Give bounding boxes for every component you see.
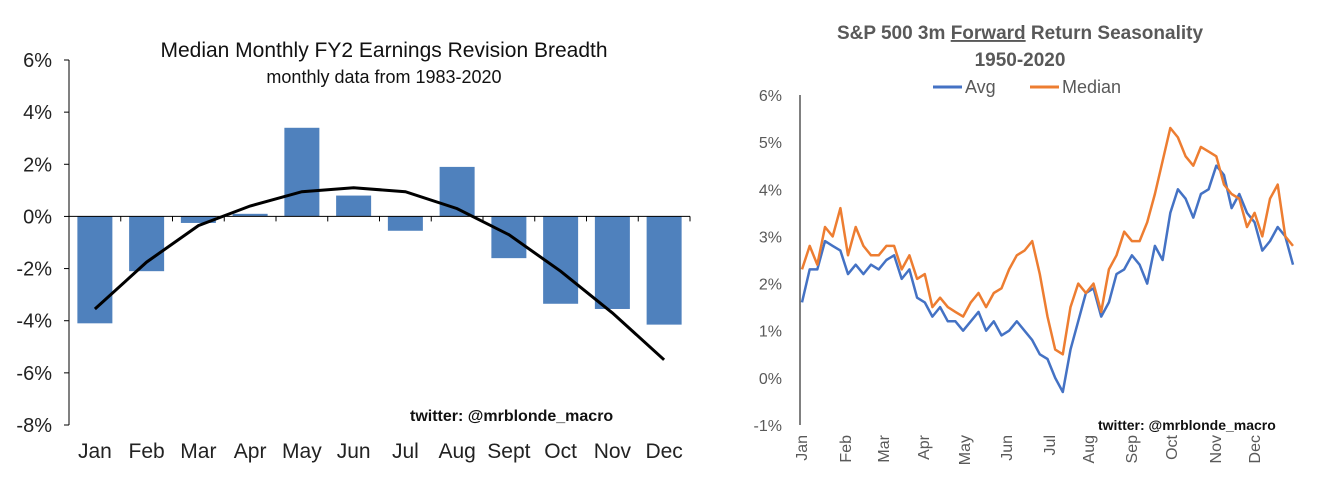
right-credit: twitter: @mrblonde_macro: [1098, 417, 1276, 433]
left-chart: Median Monthly FY2 Earnings Revision Bre…: [16, 39, 691, 463]
left-bar-dec: [646, 216, 682, 325]
right-y-tick-label: 6%: [759, 88, 782, 105]
left-chart-subtitle: monthly data from 1983-2020: [266, 67, 501, 87]
left-x-tick-label: Oct: [544, 440, 577, 463]
left-bar-jul: [387, 216, 423, 231]
right-x-tick-label: Jun: [999, 435, 1016, 461]
left-x-tick-label: Sept: [487, 440, 530, 463]
right-x-tick-label: Mar: [876, 434, 893, 462]
left-x-tick-label: Jul: [392, 440, 419, 463]
left-bar-apr: [232, 213, 268, 217]
left-x-tick-label: Jan: [78, 440, 112, 463]
left-trendline: [93, 186, 666, 361]
right-x-tick-label: Feb: [838, 435, 855, 463]
left-x-tick-label: Nov: [594, 440, 632, 463]
left-x-axis-ticks: Jan Feb Mar Apr May Jun Jul Aug Sept Oct Nov Dec: [78, 440, 683, 463]
right-x-tick-label: Dec: [1247, 435, 1264, 463]
right-x-tick-label: Aug: [1081, 435, 1098, 463]
left-bar-nov: [594, 216, 630, 309]
left-y-tick-label: -4%: [16, 311, 52, 333]
left-credit: twitter: @mrblonde_macro: [410, 408, 613, 425]
left-bar-jan: [77, 216, 113, 324]
left-bar-jun: [336, 195, 372, 217]
left-x-tick-label: Aug: [438, 440, 475, 463]
right-x-tick-label: Apr: [916, 434, 933, 460]
left-y-tick-label: 0%: [23, 206, 52, 228]
right-y-axis-ticks: -1% 0% 1% 2% 3% 4% 5% 6%: [754, 88, 782, 435]
left-bar-series: [68, 127, 691, 325]
right-title-part-2: Forward: [951, 23, 1026, 44]
right-y-tick-label: -1%: [754, 418, 782, 435]
left-bar-may: [284, 127, 320, 217]
right-line-series: [800, 126, 1295, 394]
right-x-tick-label: Sep: [1124, 435, 1141, 464]
right-y-tick-label: 4%: [759, 182, 782, 199]
left-bar-mar: [180, 216, 216, 223]
right-x-tick-label: Jul: [1042, 435, 1059, 455]
right-chart: S&P 500 3m Forward Return Seasonality 19…: [754, 23, 1295, 465]
right-y-tick-label: 0%: [759, 371, 782, 388]
right-x-axis-ticks: Jan Feb Mar Apr May Jun Jul Aug Sep Oct Nov Dec: [794, 434, 1264, 465]
right-chart-title-line2: 1950-2020: [975, 50, 1066, 71]
left-bar-sept: [491, 216, 527, 259]
right-x-tick-label: Nov: [1208, 435, 1225, 463]
legend-label-avg: Avg: [965, 77, 996, 97]
left-chart-title: Median Monthly FY2 Earnings Revision Bre…: [160, 39, 607, 62]
right-y-tick-label: 1%: [759, 324, 782, 341]
left-x-tick-label: Dec: [645, 440, 682, 463]
right-chart-title: S&P 500 3m Forward Return Seasonality: [837, 23, 1204, 44]
left-x-tick-label: May: [282, 440, 322, 463]
right-x-tick-label: Jan: [794, 435, 811, 461]
left-x-tick-label: Apr: [234, 440, 267, 463]
left-x-tick-label: Feb: [129, 440, 165, 463]
left-y-tick-label: -8%: [16, 415, 52, 437]
left-y-tick-label: 4%: [23, 102, 52, 124]
left-y-axis-ticks: -8% -6% -4% -2% 0% 2% 4% 6%: [16, 50, 69, 437]
left-y-tick-label: -2%: [16, 259, 52, 281]
right-x-tick-label: Oct: [1164, 434, 1181, 459]
right-legend: Avg Median: [933, 77, 1121, 97]
legend-label-median: Median: [1062, 77, 1121, 97]
left-bar-oct: [543, 216, 579, 304]
left-x-tick-label: Mar: [180, 440, 216, 463]
right-y-tick-label: 5%: [759, 135, 782, 152]
right-title-part-3: Return Seasonality: [1026, 23, 1204, 44]
right-title-part-1: S&P 500 3m: [837, 23, 951, 44]
left-x-tick-label: Jun: [337, 440, 371, 463]
left-y-tick-label: 6%: [23, 50, 52, 72]
right-x-tick-label: May: [957, 435, 974, 465]
right-y-tick-label: 2%: [759, 277, 782, 294]
right-series-line-median: [800, 126, 1294, 356]
right-series-line-avg: [800, 164, 1295, 394]
left-y-tick-label: -6%: [16, 363, 52, 385]
right-y-tick-label: 3%: [759, 229, 782, 246]
left-y-tick-label: 2%: [23, 154, 52, 176]
